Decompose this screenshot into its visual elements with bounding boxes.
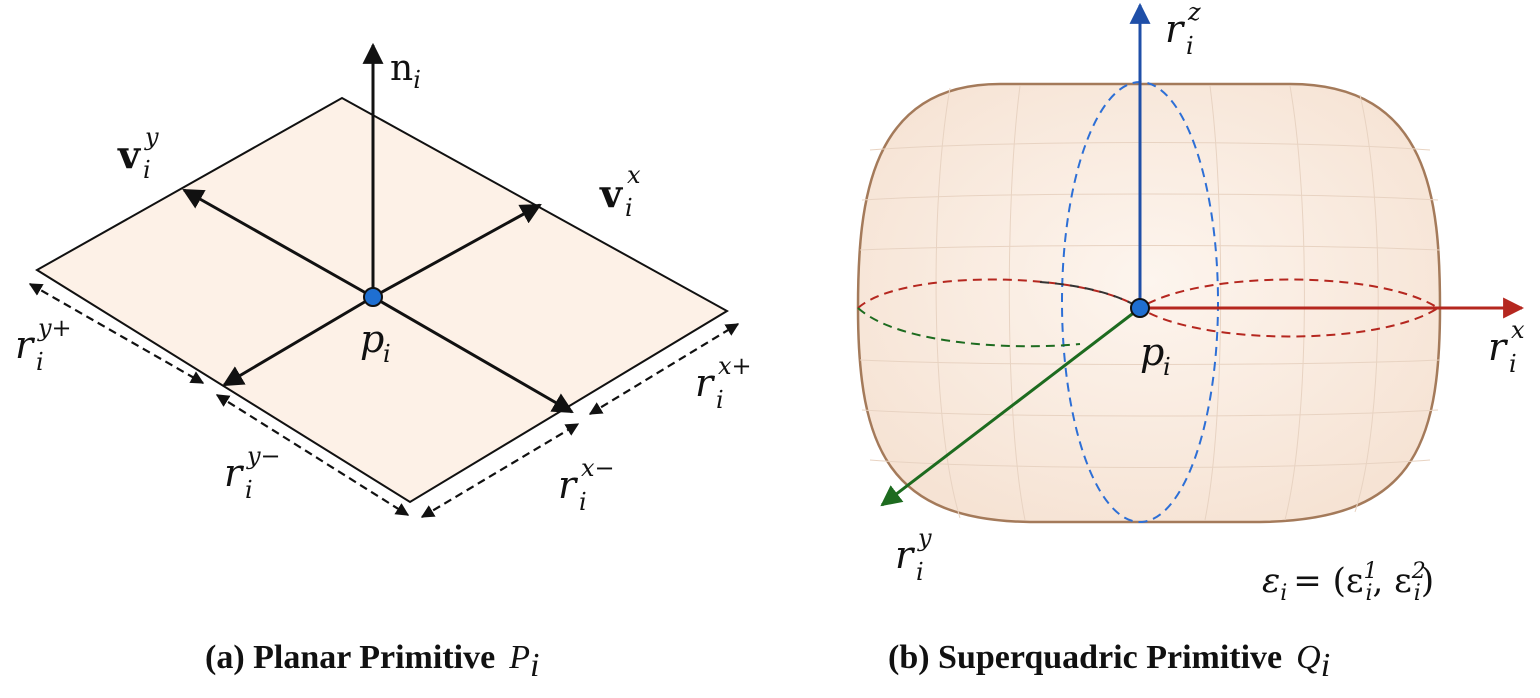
- center-sub: i: [383, 340, 391, 368]
- r-yminus-sub: i: [245, 476, 253, 504]
- vx-arrow-up: [372, 203, 542, 299]
- r-xplus-sup: x+: [718, 352, 752, 380]
- r-xminus-sup: x−: [581, 454, 615, 482]
- r-yminus-label: r: [224, 451, 245, 495]
- rz-sup: z: [1187, 0, 1201, 26]
- vy-label: v: [117, 132, 142, 177]
- epsilon-formula: εi = (ε1 i, ε2 i): [1262, 559, 1434, 606]
- center-label: p: [1140, 330, 1164, 374]
- vx-sub: i: [625, 194, 633, 222]
- ry-label: r: [895, 533, 916, 577]
- panel-b-superquadric-primitive: r z i r x i r y i p i εi = (ε1 i, ε2 i) (b)…: [856, 0, 1525, 684]
- normal-label: ni: [390, 48, 421, 94]
- vy-sub: i: [143, 156, 151, 184]
- ry-axis: [880, 306, 1141, 507]
- ry-sub: i: [916, 558, 924, 586]
- center-sub: i: [1163, 353, 1171, 381]
- rx-sub: i: [1509, 350, 1517, 378]
- r-yplus-extent: [28, 283, 205, 384]
- ry-sup: y: [917, 524, 932, 552]
- center-label: p: [360, 317, 384, 361]
- vx-arrow-down: [372, 295, 574, 414]
- r-yminus-sup: y−: [246, 442, 281, 470]
- r-yplus-sup: y+: [37, 314, 72, 342]
- panel-a-caption: (a) Planar Primitive Pi: [205, 639, 539, 684]
- vy-arrow-down: [222, 295, 374, 387]
- r-yminus-extent: [215, 394, 410, 516]
- horizontal-section-red: [857, 278, 1440, 338]
- vx-label: v: [599, 171, 624, 216]
- center-point: [363, 287, 383, 307]
- rz-sub: i: [1186, 32, 1194, 60]
- r-xminus-sub: i: [579, 488, 587, 516]
- panel-b-caption: (b) Superquadric Primitive Qi: [888, 639, 1330, 684]
- r-xplus-sub: i: [716, 386, 724, 414]
- r-xminus-extent: [420, 423, 580, 518]
- panel-a-planar-primitive: ni v y i v x i p i r y+ i r y− i r x+ i …: [15, 42, 752, 684]
- rx-sup: x: [1511, 316, 1525, 344]
- horizontal-section-green: [857, 307, 1081, 348]
- vx-sup: x: [627, 161, 641, 189]
- vy-arrow-up: [182, 188, 374, 299]
- rx-label: r: [1488, 325, 1509, 369]
- r-yplus-label: r: [15, 323, 36, 367]
- rz-label: r: [1165, 7, 1186, 51]
- center-point: [1130, 298, 1150, 318]
- vy-sup: y: [144, 123, 159, 151]
- r-xplus-extent: [588, 323, 740, 415]
- r-xminus-label: r: [558, 463, 579, 507]
- r-yplus-sub: i: [36, 348, 44, 376]
- r-xplus-label: r: [695, 361, 716, 405]
